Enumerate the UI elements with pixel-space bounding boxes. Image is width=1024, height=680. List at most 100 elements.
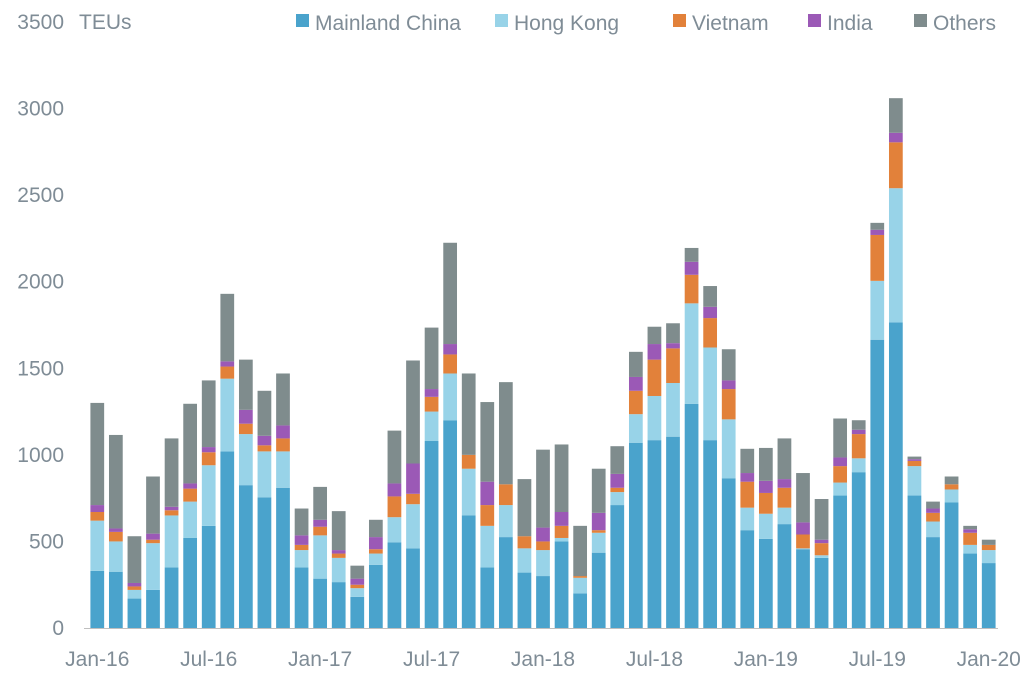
bar-segment [294, 535, 309, 545]
bar-segment [777, 524, 792, 628]
bar-segment [814, 557, 829, 628]
bar-segment [406, 548, 420, 628]
bar-segment [313, 526, 328, 536]
bar-segment [424, 396, 439, 412]
bar-segment [888, 98, 903, 133]
bar-segment [926, 521, 940, 538]
bar-segment [870, 234, 885, 281]
bar-segment [368, 537, 383, 550]
bar-segment [926, 501, 940, 509]
y-unit-label: TEUs [79, 11, 132, 34]
bar-segment [796, 534, 810, 549]
bar-segment [257, 451, 272, 498]
x-tick-label: Jul-19 [849, 648, 906, 671]
bar-segment [703, 318, 718, 348]
bar-segment [461, 515, 476, 628]
bar-segment [647, 440, 662, 628]
bar-segment [851, 472, 866, 628]
bar-segment [443, 420, 458, 628]
bar-segment [90, 570, 105, 628]
bar-segment [294, 550, 309, 568]
bar-segment [350, 584, 365, 589]
bar-segment [647, 359, 662, 396]
legend: Mainland China Hong Kong Vietnam India Other… [296, 12, 996, 35]
bar-segment [703, 306, 718, 319]
bar-segment [666, 323, 680, 344]
bar-segment [90, 511, 105, 521]
bar-segment [981, 563, 996, 628]
bar-segment [610, 505, 625, 628]
bar-segment [740, 448, 755, 474]
bar-segment [907, 456, 922, 460]
bar-segment [517, 536, 532, 549]
bar-segment [628, 351, 643, 377]
bar-segment [758, 513, 773, 539]
bar-segment [201, 465, 216, 526]
bar-segment [963, 553, 978, 628]
x-tick-label: Jan-20 [957, 648, 1021, 671]
bar-segment [796, 548, 810, 550]
bar-segment [740, 481, 755, 508]
bar-segment [238, 485, 253, 628]
bar-segment [313, 578, 328, 628]
bar-segment [387, 496, 402, 518]
bar-segment [257, 445, 272, 452]
legend-label: Others [933, 12, 996, 35]
bar-segment [331, 557, 346, 583]
bar-segment [591, 552, 606, 628]
bar-segment [573, 525, 588, 577]
x-tick-label: Jul-17 [403, 648, 460, 671]
bar-segment [944, 476, 959, 485]
bar-segment [684, 274, 699, 304]
bar-segment [238, 434, 253, 486]
bar-segment [498, 505, 513, 538]
y-tick-label: 2500 [17, 184, 64, 207]
bar-segment [424, 411, 439, 441]
bar-segment [127, 582, 142, 587]
bar-segment [591, 468, 606, 513]
bar-segment [220, 366, 235, 379]
bar-segment [146, 543, 160, 590]
bar-segment [888, 142, 903, 189]
bar-segment [276, 373, 290, 426]
legend-swatch [296, 14, 309, 27]
bar-segment [108, 541, 123, 572]
bar-segment [628, 414, 643, 443]
bar-segment [406, 463, 420, 494]
x-tick-label: Jan-16 [65, 648, 129, 671]
bar-segment [814, 499, 829, 540]
bar-segment [146, 539, 160, 544]
bar-segment [684, 403, 699, 628]
bar-segment [554, 537, 569, 542]
bar-segment [888, 132, 903, 143]
bar-segment [368, 549, 383, 554]
bar-segment [907, 466, 922, 496]
bar-segment [628, 376, 643, 391]
bar-segment [870, 280, 885, 340]
bar-segment [814, 539, 829, 544]
bar-segment [777, 487, 792, 508]
legend-swatch [673, 14, 686, 27]
bar-segment [610, 492, 625, 506]
bar-segment [350, 588, 365, 597]
bar-segment [276, 487, 290, 628]
bar-segment [127, 589, 142, 599]
bar-segment [127, 598, 142, 628]
bar-segment [461, 468, 476, 516]
bar-segment [740, 530, 755, 628]
y-tick-label: 2000 [17, 271, 64, 294]
bar-segment [963, 529, 978, 533]
bar-segment [424, 389, 439, 397]
bar-segment [257, 497, 272, 628]
bar-segment [201, 447, 216, 453]
bar-segment [387, 517, 402, 543]
axis-layer: 0 500 1000 1500 2000 2500 3000 3500 TEUs Jan-16 Ju… [17, 11, 1021, 671]
bar-segment [666, 343, 680, 349]
bar-segment [146, 476, 160, 534]
bar-segment [443, 373, 458, 421]
bar-segment [220, 293, 235, 362]
bar-segment [498, 537, 513, 628]
bar-segment [424, 441, 439, 628]
bar-segment [777, 507, 792, 525]
